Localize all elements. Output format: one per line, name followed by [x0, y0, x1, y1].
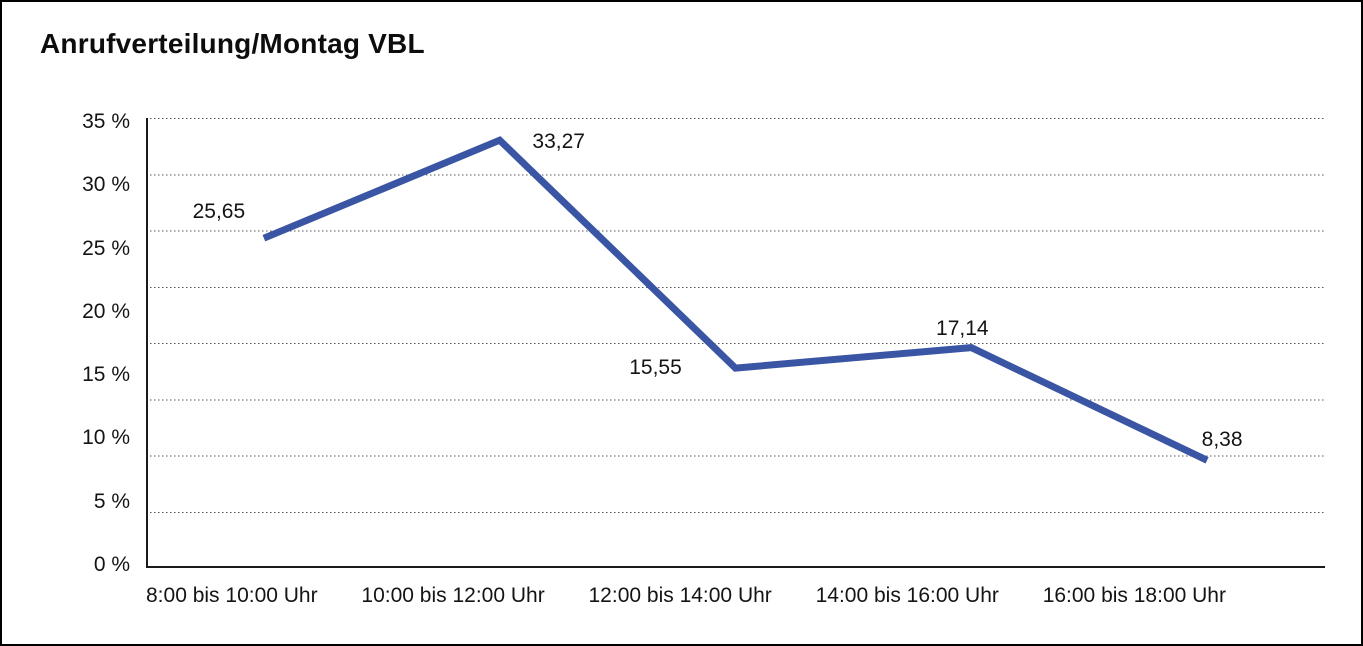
data-point-label: 15,55: [629, 356, 682, 380]
x-tick-label: 14:00 bis 16:00 Uhr: [815, 584, 999, 607]
x-axis-labels: 8:00 bis 10:00 Uhr 10:00 bis 12:00 Uhr 1…: [146, 583, 1226, 609]
chart-title: Anrufverteilung/Montag VBL: [40, 28, 425, 59]
y-tick-label: 10 %: [82, 426, 130, 450]
y-tick-label: 25 %: [82, 236, 130, 260]
data-point-label: 25,65: [192, 200, 246, 224]
x-tick-label: 16:00 bis 18:00 Uhr: [1042, 584, 1226, 607]
x-tick-label: 8:00 bis 10:00 Uhr: [146, 584, 318, 607]
y-axis-labels: 35 % 30 % 25 % 20 % 15 % 10 % 5 % 0 %: [2, 108, 130, 579]
data-line: [262, 136, 1209, 464]
y-tick-label: 15 %: [82, 363, 130, 387]
plot-area: 25,65 33,27 15,55 17,14 8,38: [146, 118, 1325, 568]
x-tick-label: 10:00 bis 12:00 Uhr: [361, 584, 545, 607]
y-tick-label: 30 %: [82, 173, 130, 197]
y-tick-label: 35 %: [82, 110, 130, 133]
y-tick-label: 0 %: [93, 552, 130, 576]
data-point-label: 33,27: [532, 130, 585, 154]
gridlines: [146, 118, 1325, 513]
y-tick-label: 20 %: [82, 299, 130, 323]
data-point-label: 8,38: [1201, 428, 1243, 452]
x-tick-label: 12:00 bis 14:00 Uhr: [588, 584, 772, 607]
y-tick-label: 5 %: [93, 489, 130, 513]
plot-svg: [146, 118, 1325, 568]
data-point-label: 17,14: [936, 316, 989, 340]
